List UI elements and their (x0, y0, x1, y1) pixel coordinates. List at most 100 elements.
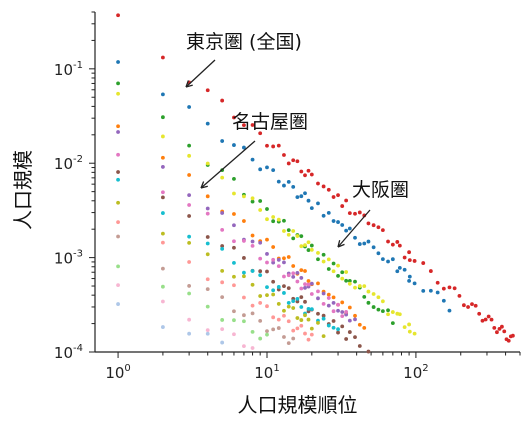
data-point (366, 349, 371, 354)
data-point (492, 325, 497, 330)
data-point (291, 336, 296, 341)
x-tick-base: 10 (254, 364, 273, 382)
data-point (303, 299, 307, 304)
data-point (347, 305, 352, 310)
data-point (271, 215, 276, 219)
data-point (402, 325, 407, 329)
data-point (340, 270, 345, 275)
data-point (242, 313, 246, 318)
data-point (428, 288, 433, 293)
data-point (160, 165, 165, 169)
data-point (232, 177, 236, 181)
data-point (407, 322, 411, 327)
data-point (160, 115, 165, 120)
data-point (276, 179, 281, 184)
data-point (291, 264, 296, 268)
y-tick-exponent: -3 (73, 249, 83, 260)
annotation-label: 名古屋圏 (232, 111, 308, 133)
data-point (250, 157, 255, 162)
data-point (326, 323, 331, 328)
data-point (160, 284, 165, 289)
data-point (242, 219, 246, 223)
data-point (321, 184, 326, 189)
data-point (344, 198, 349, 203)
y-tick-base: 10 (54, 61, 73, 79)
x-tick-exponent: 1 (273, 363, 279, 374)
data-point (187, 291, 192, 296)
data-point (306, 240, 311, 245)
data-point (220, 211, 225, 215)
data-point (340, 204, 345, 208)
data-point (353, 313, 357, 318)
data-point (232, 260, 236, 265)
data-point (502, 329, 507, 334)
data-point (447, 285, 452, 290)
data-point (276, 258, 281, 262)
data-point (299, 169, 304, 174)
annotation-label: 東京圏 (全国) (186, 31, 302, 53)
series-9 (116, 200, 326, 339)
data-point (232, 318, 236, 323)
data-point (380, 309, 385, 313)
data-point (232, 274, 236, 279)
data-point (321, 291, 326, 296)
data-point (299, 305, 304, 309)
data-point (187, 331, 192, 336)
data-point (321, 259, 326, 264)
data-point (309, 243, 314, 248)
data-point (331, 301, 336, 305)
data-point (232, 332, 236, 337)
data-point (452, 286, 457, 291)
data-point (232, 212, 236, 216)
y-tick-label: 10-1 (54, 60, 83, 79)
data-point (347, 281, 352, 286)
data-point (477, 311, 482, 316)
y-tick-exponent: -4 (73, 343, 83, 354)
data-point (353, 285, 357, 290)
data-point (265, 252, 269, 256)
data-point (331, 219, 336, 223)
data-point (271, 245, 276, 249)
data-point (160, 134, 165, 139)
data-point (220, 318, 225, 322)
data-point (205, 206, 210, 211)
data-point (299, 268, 304, 273)
data-point (258, 273, 263, 278)
data-point (271, 219, 276, 224)
data-point (271, 292, 276, 297)
data-point (295, 159, 300, 164)
data-point (291, 328, 296, 333)
data-point (187, 260, 192, 264)
data-point (258, 294, 263, 298)
data-point (380, 228, 385, 232)
annotation-arrow (200, 140, 256, 189)
data-point (286, 161, 291, 166)
data-point (362, 284, 367, 289)
x-ticks: 100 101 102 (105, 352, 521, 382)
data-point (160, 231, 165, 236)
data-point (160, 325, 165, 329)
data-point (316, 281, 320, 286)
data-point (316, 257, 320, 262)
data-point (376, 251, 381, 256)
data-point (306, 306, 311, 311)
data-point (220, 327, 225, 332)
data-point (232, 309, 236, 314)
data-point (282, 260, 286, 265)
data-point (220, 340, 225, 345)
data-point (205, 88, 210, 93)
data-point (271, 327, 276, 332)
data-point (265, 285, 269, 290)
data-point (331, 309, 336, 314)
data-point (242, 274, 246, 279)
data-point (271, 279, 276, 284)
data-point (250, 239, 255, 244)
data-point (205, 277, 210, 282)
data-point (473, 303, 478, 308)
data-point (321, 252, 326, 257)
data-point (340, 310, 345, 314)
data-point (271, 257, 276, 262)
data-point (470, 302, 474, 306)
y-tick-base: 10 (54, 155, 73, 173)
data-point (291, 184, 296, 189)
